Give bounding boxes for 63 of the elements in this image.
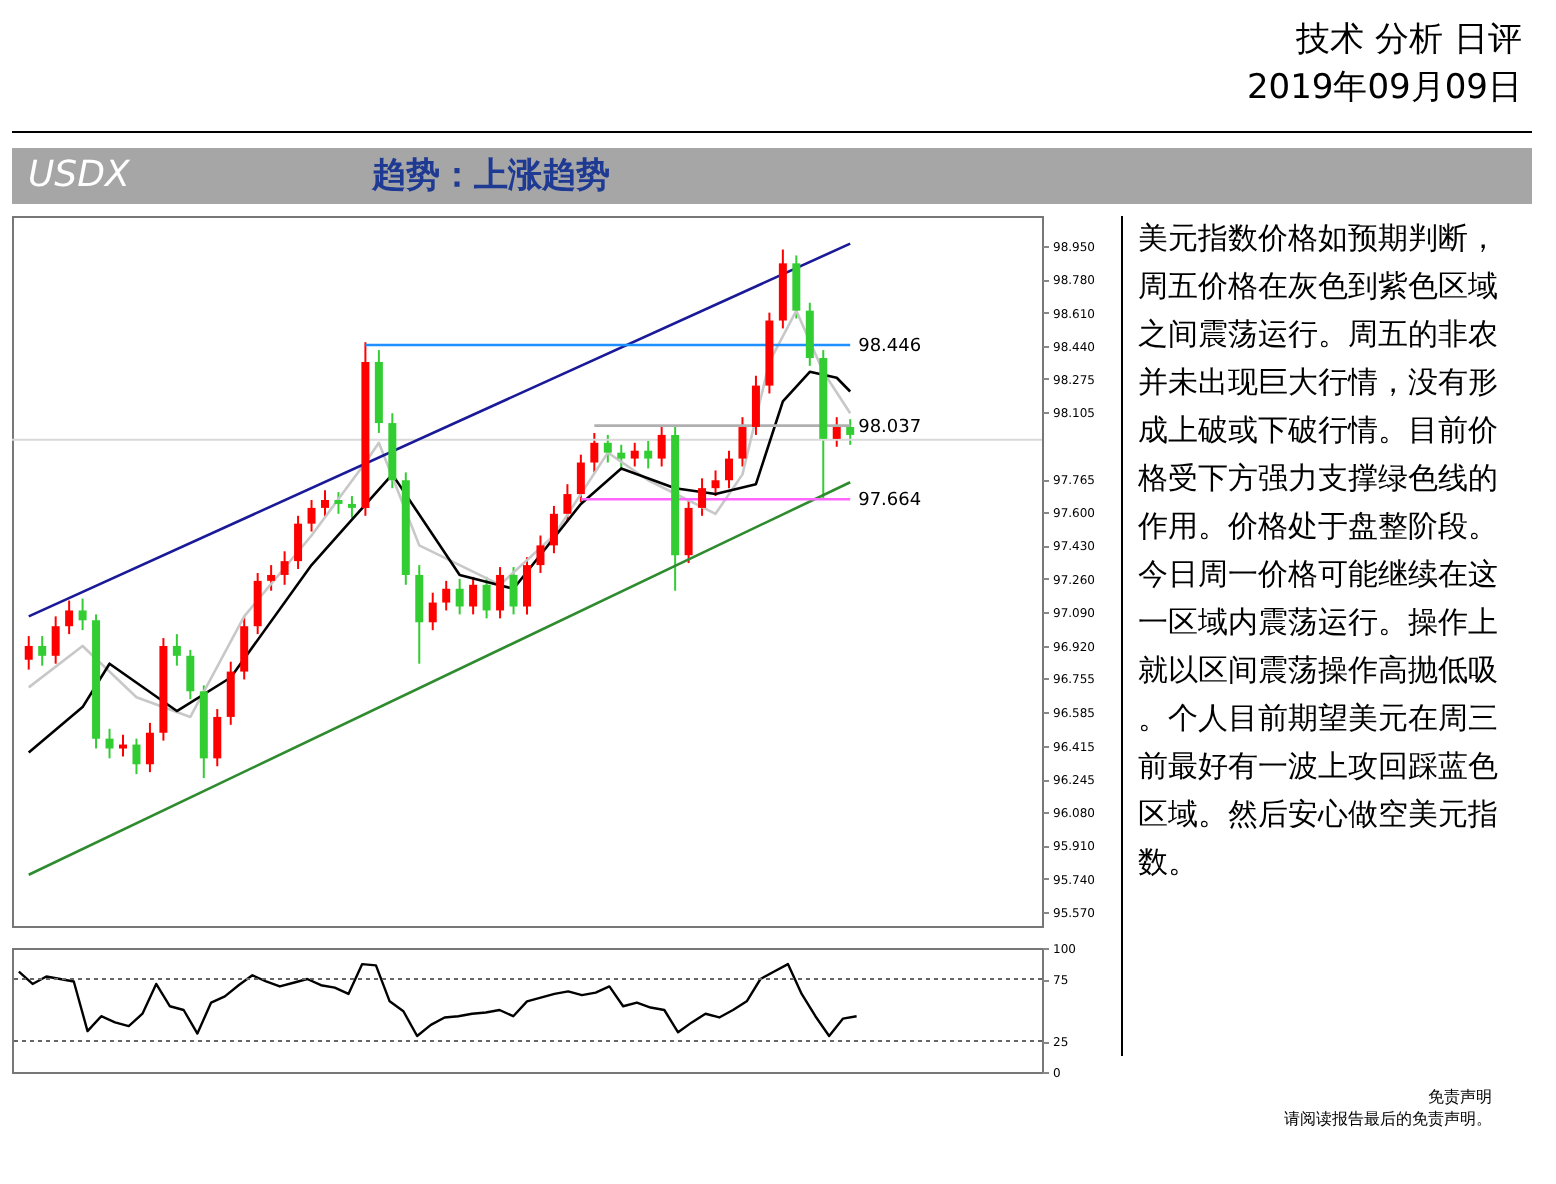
candlestick [523,556,531,616]
candlestick [698,477,707,517]
candlestick [563,483,572,523]
candlestick [213,708,222,768]
candlestick [24,635,33,671]
candlestick [172,633,181,667]
candlestick [482,575,491,620]
candlestick [186,648,195,701]
candlestick [253,571,262,636]
candlestick [657,424,666,468]
candlestick [725,449,733,490]
candlestick [119,733,127,758]
candlestick [603,433,612,464]
chart-title: USDX [28,154,131,196]
candlestick [846,418,855,446]
annotation: 97.664 [858,491,922,512]
candlestick [832,416,841,448]
candlestick [549,504,558,555]
candlestick [51,615,60,665]
candlestick [630,441,639,468]
candlestick [334,491,343,515]
candlestick [132,737,141,776]
candlestick [805,301,814,367]
text: 美元指数价格如预期判断，周五价格在灰色到紫色区域之间震荡运行。周五的非农并未出现巨大行情，没有形成上破或下破行情。目前价格受下方强力支撑绿色线的作用。价格处于盘整阶段。今日周一价格可能继续在这一区域内震荡运行。操作上就以区间震荡操作高抛低吸。个人目前期望美元在周三前最好有一波上攻回踩蓝色区域。然后安心做空美元指数。 [1138,220,1498,880]
candlestick [347,495,356,519]
candlestick [240,615,249,681]
text: 请阅读报告最后的免责声明。 [1284,1110,1492,1128]
candlestick [496,566,505,620]
candlestick [536,534,545,574]
candlestick [105,727,114,760]
candlestick [294,514,303,571]
candlestick [792,254,801,320]
candlestick [751,374,760,436]
chart-subtitle: 趋势：上涨趋势 [370,156,610,196]
candlestick [78,597,87,632]
text: 免责声明 [1428,1088,1492,1106]
candlestick [509,566,518,616]
candlestick [226,660,235,726]
text: 2019年09月09日 [1246,68,1522,108]
candlestick [644,439,653,470]
annotation: 98.037 [858,417,922,438]
line-series [27,370,852,754]
candlestick [321,489,329,519]
candlestick [38,635,47,667]
candlestick [442,579,451,612]
candlestick [590,431,599,474]
candlestick [280,550,289,586]
candlestick [576,453,585,503]
candlestick [267,564,276,592]
candlestick [65,599,74,636]
line-series [17,962,858,1038]
candlestick [469,575,478,616]
annotation: 98.446 [858,336,922,357]
candlestick [307,499,316,533]
candlestick [428,591,437,632]
candlestick [684,499,693,565]
candlestick [738,416,747,468]
text: 技术 分析 日评 [1294,20,1522,60]
candlestick [455,577,464,616]
candlestick [415,564,424,665]
candlestick [145,721,154,774]
candlestick [617,443,626,470]
candlestick [711,469,720,498]
